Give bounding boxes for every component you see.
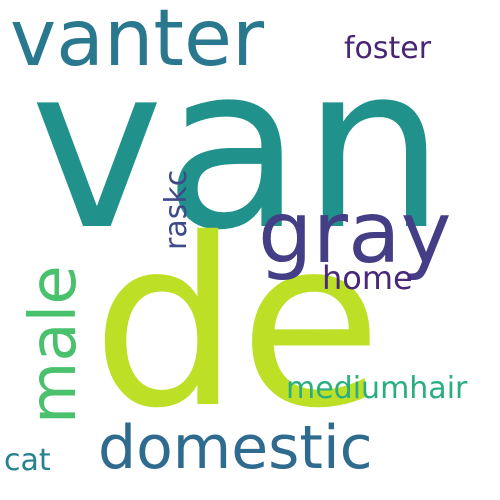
- word-domestic: domestic: [98, 413, 373, 483]
- word-male: male: [17, 265, 91, 424]
- word-cat: cat: [4, 443, 51, 478]
- word-raskc: raskc: [159, 169, 194, 250]
- word-gray: gray: [258, 183, 452, 283]
- word-home: home: [322, 259, 413, 297]
- word-foster: foster: [344, 31, 432, 66]
- word-van: van: [30, 17, 446, 280]
- word-de: de: [92, 189, 382, 459]
- word-mediumhair: mediumhair: [286, 371, 468, 406]
- word-vanter: vanter: [10, 0, 265, 84]
